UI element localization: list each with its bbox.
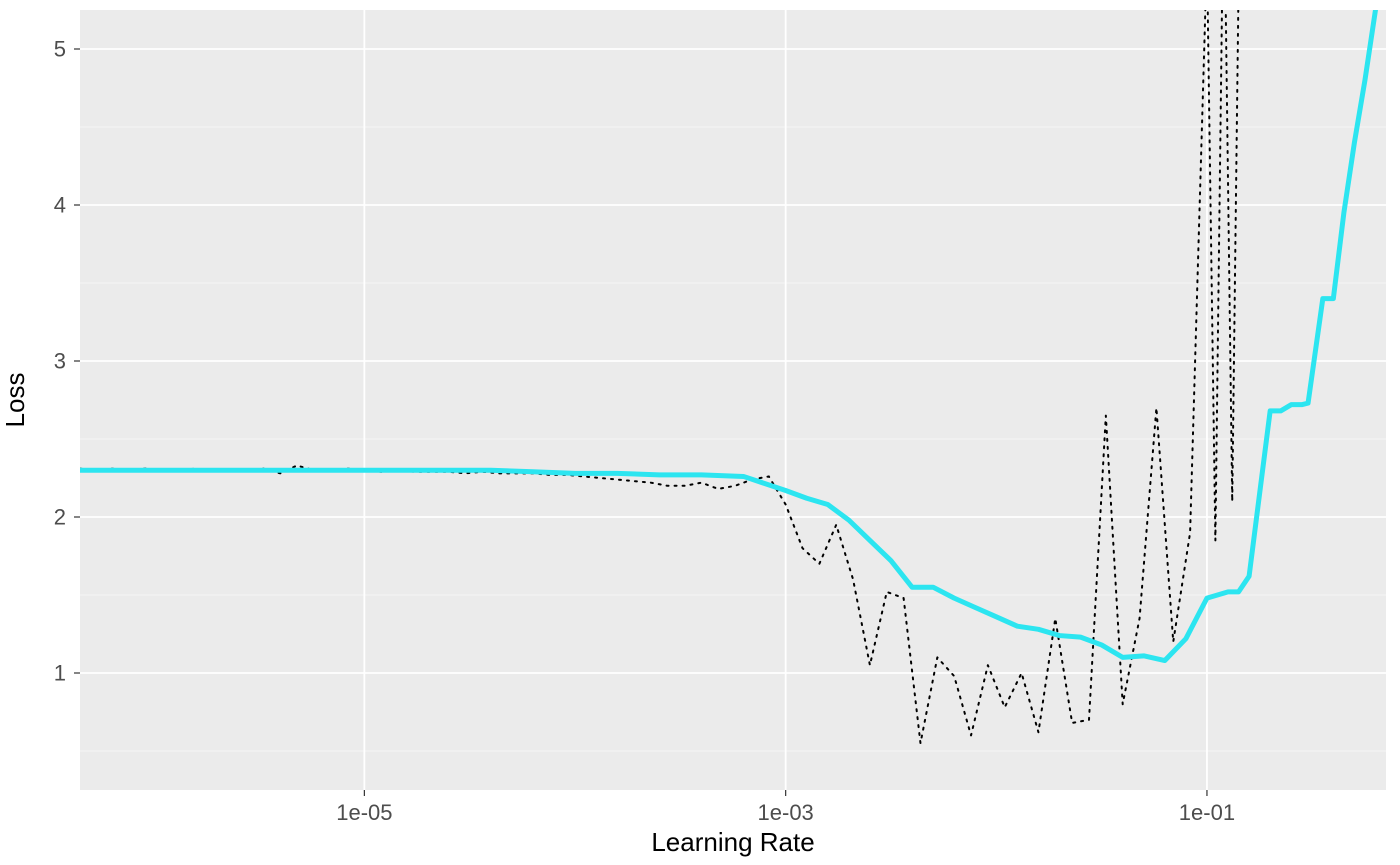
x-tick-label: 1e-05 (336, 800, 392, 825)
y-tick-label: 5 (54, 37, 66, 62)
x-axis-label: Learning Rate (651, 827, 814, 857)
y-tick-label: 2 (54, 505, 66, 530)
y-axis-label: Loss (0, 373, 30, 428)
y-tick-label: 4 (54, 193, 66, 218)
plot-svg: 1e-05 1e-03 1e-01 1 2 3 4 5 Learning Rate Loss (0, 0, 1400, 865)
y-tick-label: 3 (54, 349, 66, 374)
lr-loss-chart: 1e-05 1e-03 1e-01 1 2 3 4 5 Learning Rate Loss (0, 0, 1400, 865)
x-tick-label: 1e-01 (1179, 800, 1235, 825)
y-tick-label: 1 (54, 661, 66, 686)
x-tick-label: 1e-03 (758, 800, 814, 825)
